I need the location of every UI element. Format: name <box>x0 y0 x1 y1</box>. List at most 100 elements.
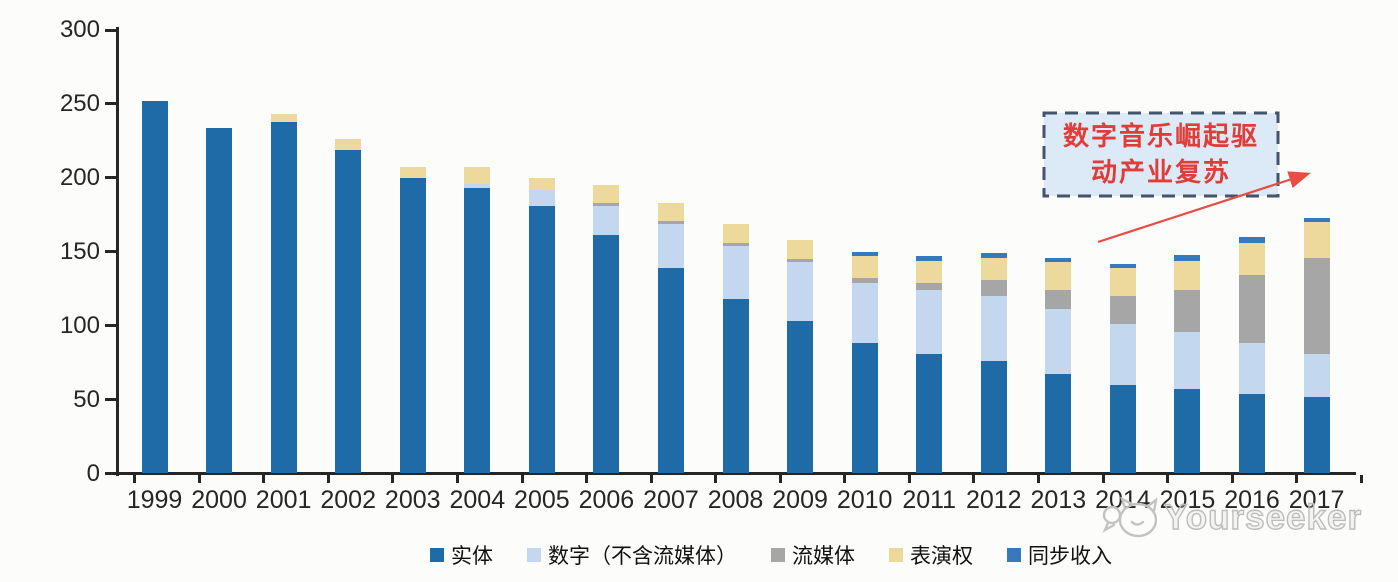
bar-segment-2002 <box>335 149 362 474</box>
bar-segment-2012 <box>980 257 1007 280</box>
x-axis-tick <box>133 475 137 483</box>
bar-segment-2003 <box>399 177 426 474</box>
annotation-text-line1: 数字音乐崛起驱 <box>1062 121 1259 152</box>
y-axis-tick <box>104 28 117 32</box>
legend-label: 表演权 <box>910 544 973 568</box>
bar-segment-2016 <box>1239 242 1266 276</box>
bar-segment-2008 <box>722 242 749 246</box>
bar-segment-2013 <box>1045 374 1072 474</box>
x-axis-label: 2002 <box>320 486 376 514</box>
x-axis-tick <box>1037 475 1041 483</box>
bar-segment-2004 <box>464 167 491 184</box>
y-axis-label: 150 <box>59 237 100 265</box>
bar-segment-2011 <box>916 353 943 474</box>
x-axis-tick <box>778 475 782 483</box>
bar-segment-2000 <box>206 127 233 474</box>
legend-marker <box>430 548 444 562</box>
bar-segment-2010 <box>851 282 878 344</box>
y-axis-label: 300 <box>59 16 100 43</box>
bar-segment-2014 <box>1109 263 1136 268</box>
legend-marker <box>1007 548 1021 562</box>
bar-segment-2002 <box>335 139 362 150</box>
bar-segment-2005 <box>528 177 555 190</box>
bar-segment-2017 <box>1303 217 1330 223</box>
y-axis-tick <box>104 398 117 402</box>
x-axis-tick <box>197 475 201 483</box>
bar-segment-2008 <box>722 299 749 474</box>
x-axis-label: 2013 <box>1030 486 1087 514</box>
bar-segment-2011 <box>916 256 943 261</box>
y-axis-tick <box>104 324 117 328</box>
x-axis-label: 2001 <box>255 486 312 514</box>
bar-segment-2010 <box>851 251 878 257</box>
bar-segment-2007 <box>657 220 684 224</box>
bar-segment-2001 <box>270 121 297 474</box>
bar-segment-1999 <box>141 100 168 474</box>
legend-item: 表演权 <box>889 540 973 570</box>
x-axis-tick <box>907 475 911 483</box>
y-axis-label: 100 <box>59 311 100 339</box>
y-axis-label: 50 <box>73 385 100 413</box>
bar-segment-2017 <box>1303 353 1330 397</box>
bar-segment-2015 <box>1174 389 1201 474</box>
bar-segment-2014 <box>1109 384 1136 474</box>
bar-segment-2004 <box>464 188 491 474</box>
bar-segment-2009 <box>787 321 814 474</box>
bar-segment-2017 <box>1303 222 1330 258</box>
y-axis-label: 200 <box>59 163 100 191</box>
x-axis-label: 2008 <box>707 486 764 514</box>
x-axis-tick <box>391 475 395 483</box>
yourseeker-logo-icon <box>1102 496 1158 538</box>
x-axis-label: 2009 <box>772 486 828 514</box>
x-axis-tick <box>1230 475 1234 483</box>
x-axis-label: 2011 <box>902 486 957 514</box>
bar-segment-2007 <box>657 202 684 221</box>
legend-label: 流媒体 <box>792 544 855 568</box>
bar-segment-2014 <box>1109 324 1136 385</box>
x-axis-label: 2006 <box>578 486 635 514</box>
bar-segment-2012 <box>980 361 1007 474</box>
bar-segment-2016 <box>1239 275 1266 344</box>
x-axis-tick <box>1166 475 1170 483</box>
bar-segment-2016 <box>1239 343 1266 394</box>
x-axis-tick <box>843 475 847 483</box>
bar-segment-2007 <box>657 223 684 268</box>
bar-segment-2011 <box>916 282 943 291</box>
bar-segment-2010 <box>851 256 878 279</box>
watermark-text: Yourseeker <box>1163 497 1363 537</box>
x-axis-tick <box>714 475 718 483</box>
bar-segment-2005 <box>528 189 555 206</box>
x-axis-label: 2010 <box>836 486 893 514</box>
x-axis-label: 2015 <box>1159 486 1216 514</box>
x-axis-label: 1999 <box>126 486 183 514</box>
x-axis-tick <box>520 475 524 483</box>
bar-segment-2015 <box>1174 260 1201 291</box>
legend-item: 流媒体 <box>771 540 855 570</box>
bar-segment-2014 <box>1109 296 1136 325</box>
legend-marker <box>771 548 785 562</box>
bar-segment-2014 <box>1109 268 1136 297</box>
x-axis-tick <box>1359 475 1363 483</box>
x-axis-label: 2012 <box>965 486 1022 514</box>
bar-segment-2015 <box>1174 290 1201 332</box>
annotation-callout: 数字音乐崛起驱 动产业复苏 <box>1043 112 1279 197</box>
bar-segment-2004 <box>464 183 491 189</box>
y-axis-tick <box>104 102 117 106</box>
x-axis-label: 2000 <box>191 486 247 514</box>
x-axis-tick <box>262 475 266 483</box>
x-axis-label: 2004 <box>449 486 506 514</box>
bar-segment-2010 <box>851 343 878 474</box>
x-axis-tick <box>972 475 976 483</box>
bar-segment-2016 <box>1239 236 1266 243</box>
bar-segment-2009 <box>787 259 814 263</box>
x-axis-tick <box>1295 475 1299 483</box>
y-axis-label: 0 <box>86 459 100 487</box>
legend-marker <box>527 548 541 562</box>
x-axis-label: 2005 <box>514 486 570 514</box>
chart-legend: 实体 数字（不含流媒体） 流媒体 表演权 同步收入 <box>72 540 1398 570</box>
bar-segment-2011 <box>916 290 943 354</box>
bar-segment-2013 <box>1045 262 1072 291</box>
bar-segment-2005 <box>528 205 555 474</box>
bar-segment-2012 <box>980 279 1007 297</box>
